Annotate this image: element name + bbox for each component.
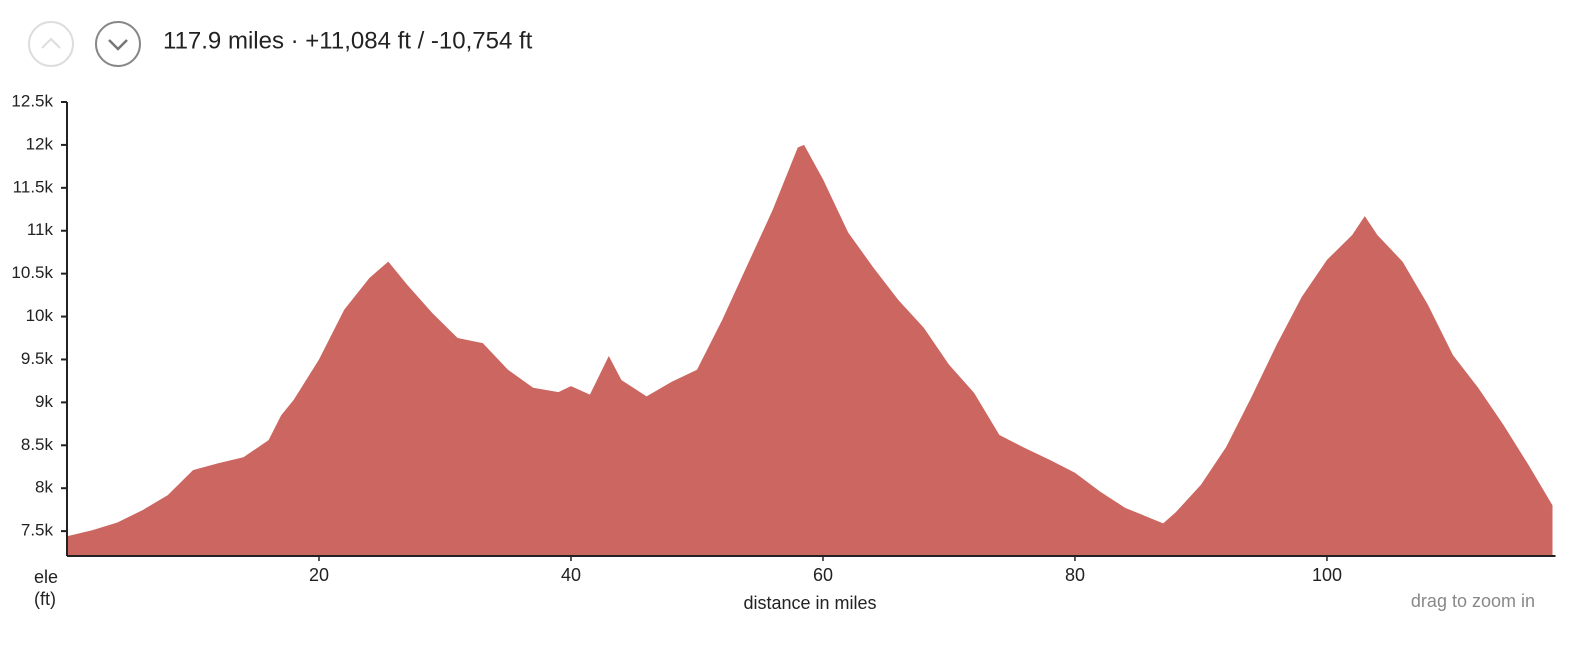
scroll-down-button[interactable]: [95, 21, 141, 67]
elevation-area: [67, 144, 1553, 556]
y-tick-label: 11.5k: [13, 177, 54, 196]
y-axis-title: ele (ft): [34, 567, 59, 609]
y-tick-label: 9.5k: [21, 349, 54, 368]
y-tick-label: 8.5k: [21, 435, 54, 454]
x-tick-label: 60: [813, 565, 833, 585]
x-axis-title: distance in miles: [743, 593, 876, 613]
chevron-down[interactable]: [108, 39, 128, 51]
y-tick-label: 11k: [27, 220, 54, 239]
x-tick-label: 100: [1312, 565, 1342, 585]
y-tick-label: 10k: [26, 306, 54, 325]
x-tick-label: 80: [1065, 565, 1085, 585]
route-summary: 117.9 miles · +11,084 ft / -10,754 ft: [163, 27, 533, 54]
x-tick-label: 40: [561, 565, 581, 585]
button-ring[interactable]: [28, 21, 74, 67]
y-tick-label: 12.5k: [11, 91, 53, 110]
button-ring[interactable]: [95, 21, 141, 67]
y-tick-label: 10.5k: [11, 263, 53, 282]
x-tick-label: 20: [309, 565, 329, 585]
y-tick-label: 7.5k: [21, 521, 54, 540]
scroll-up-button[interactable]: [28, 21, 74, 67]
zoom-hint: drag to zoom in: [1411, 591, 1535, 611]
y-tick-label: 9k: [35, 392, 53, 411]
chevron-up[interactable]: [41, 37, 61, 49]
y-tick-label: 12k: [26, 134, 54, 153]
y-tick-label: 8k: [35, 478, 53, 497]
